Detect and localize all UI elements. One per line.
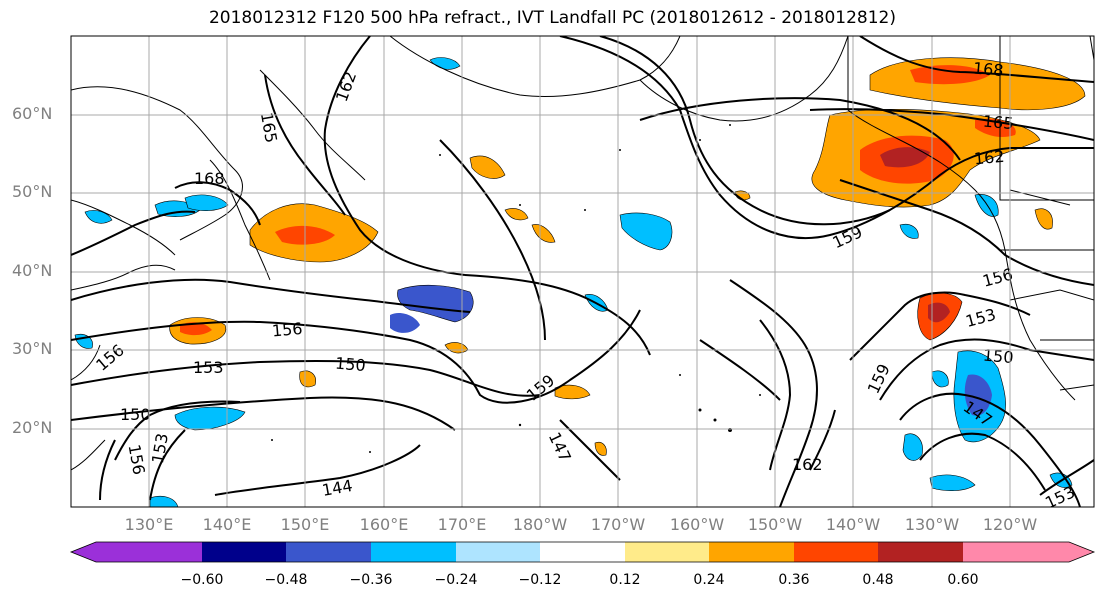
- negative-anomaly-region: [619, 212, 673, 251]
- negative-anomaly-region: [184, 194, 229, 211]
- negative-anomaly-region: [964, 374, 992, 416]
- map-frame: [70, 35, 1095, 508]
- colorbar-segment: [286, 542, 371, 562]
- lon-label: 170°E: [437, 515, 487, 534]
- negative-anomaly-region: [929, 474, 976, 491]
- colorbar-segment: [963, 542, 1094, 562]
- colorbar-segment: [540, 542, 625, 562]
- lon-label: 130°E: [124, 515, 174, 534]
- colorbar-segment: [878, 542, 963, 562]
- positive-anomaly-region: [594, 441, 607, 456]
- contour-label: 165: [982, 112, 1014, 134]
- islands: [271, 124, 761, 453]
- positive-anomaly-region: [299, 370, 316, 388]
- shading-layer: [74, 57, 1086, 507]
- lon-label: 170°W: [590, 515, 646, 534]
- contour-label: 150: [334, 354, 366, 376]
- contour-label: 162: [792, 455, 823, 474]
- colorbar-tick-label: 0.36: [778, 572, 810, 588]
- colorbar-segment: [625, 542, 709, 562]
- lat-label: 30°N: [12, 339, 53, 358]
- negative-anomaly-region: [390, 313, 420, 333]
- colorbar-tick-label: 0.60: [947, 572, 979, 588]
- positive-anomaly-region: [928, 302, 950, 323]
- lat-label: 60°N: [12, 104, 53, 123]
- lon-label: 140°E: [202, 515, 252, 534]
- negative-anomaly-region: [931, 370, 949, 388]
- negative-anomaly-region: [902, 433, 923, 461]
- lon-label: 160°W: [669, 515, 725, 534]
- contour-label: 150: [982, 346, 1014, 368]
- contour-label: 153: [193, 358, 224, 377]
- positive-anomaly-region: [531, 224, 556, 243]
- contour-label: 156: [271, 319, 303, 341]
- negative-anomaly-region: [974, 194, 999, 217]
- positive-anomaly-region: [504, 208, 529, 221]
- lon-label: 130°W: [904, 515, 960, 534]
- colorbar-tick-label: −0.48: [264, 572, 308, 588]
- colorbar-segment: [456, 542, 540, 562]
- graticule: [71, 36, 1094, 507]
- map-title: 2018012312 F120 500 hPa refract., IVT La…: [208, 8, 896, 28]
- negative-anomaly-region: [899, 223, 919, 239]
- lon-label: 160°E: [359, 515, 409, 534]
- positive-anomaly-region: [1034, 208, 1053, 230]
- colorbar: [69, 541, 1096, 563]
- colorbar-tick-label: 0.48: [862, 572, 894, 588]
- contour-label: 150: [120, 405, 151, 424]
- positive-anomaly-region: [180, 322, 212, 336]
- lon-label: 150°W: [747, 515, 803, 534]
- positive-anomaly-region: [910, 65, 990, 85]
- positive-anomaly-region: [469, 155, 506, 179]
- lat-label: 50°N: [12, 182, 53, 201]
- lat-label: 20°N: [12, 418, 53, 437]
- colorbar-segment: [202, 542, 286, 562]
- positive-anomaly-region: [880, 147, 930, 168]
- colorbar-outline: [69, 541, 1096, 563]
- colorbar-segment: [709, 542, 794, 562]
- colorbar-tick-label: 0.12: [609, 572, 641, 588]
- lon-label: 180°W: [512, 515, 568, 534]
- contour-label: 168: [972, 59, 1004, 81]
- lat-label: 40°N: [12, 261, 53, 280]
- positive-anomaly-region: [554, 384, 591, 400]
- colorbar-segment: [71, 542, 202, 562]
- colorbar-tick-label: −0.60: [180, 572, 224, 588]
- coastlines: [71, 36, 1094, 471]
- colorbar-tick-label: 0.24: [693, 572, 725, 588]
- lon-label: 150°E: [280, 515, 330, 534]
- negative-anomaly-region: [149, 496, 179, 507]
- contour-label: 168: [194, 169, 225, 188]
- colorbar-segment: [371, 542, 456, 562]
- colorbar-segment: [794, 542, 878, 562]
- lon-label: 140°W: [825, 515, 881, 534]
- colorbar-tick-label: −0.12: [518, 572, 562, 588]
- colorbar-tick-label: −0.24: [434, 572, 478, 588]
- lon-label: 120°W: [982, 515, 1038, 534]
- contour-label: 162: [973, 147, 1005, 169]
- colorbar-tick-label: −0.36: [349, 572, 393, 588]
